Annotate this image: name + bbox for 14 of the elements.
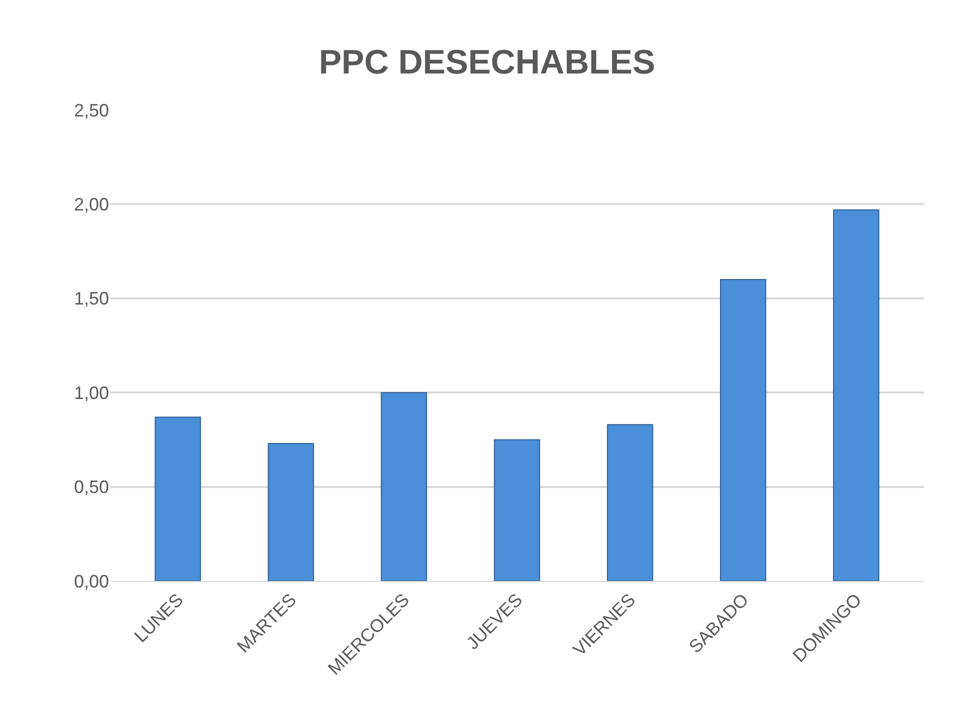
y-tick-label: 0,00 <box>74 571 109 592</box>
y-tick-label: 0,50 <box>74 477 109 498</box>
bar <box>606 424 654 581</box>
chart-title: PPC DESECHABLES <box>318 44 656 82</box>
y-tick-label: 1,00 <box>74 382 109 403</box>
bar <box>833 209 880 581</box>
bar <box>720 279 766 581</box>
y-tick-label: 2,00 <box>74 194 109 214</box>
bar <box>494 439 540 581</box>
y-tick-label: 2,50 <box>74 100 109 120</box>
bar <box>380 392 428 581</box>
y-tick-label: 1,50 <box>74 288 109 309</box>
bar <box>154 416 201 581</box>
bar <box>268 442 314 581</box>
